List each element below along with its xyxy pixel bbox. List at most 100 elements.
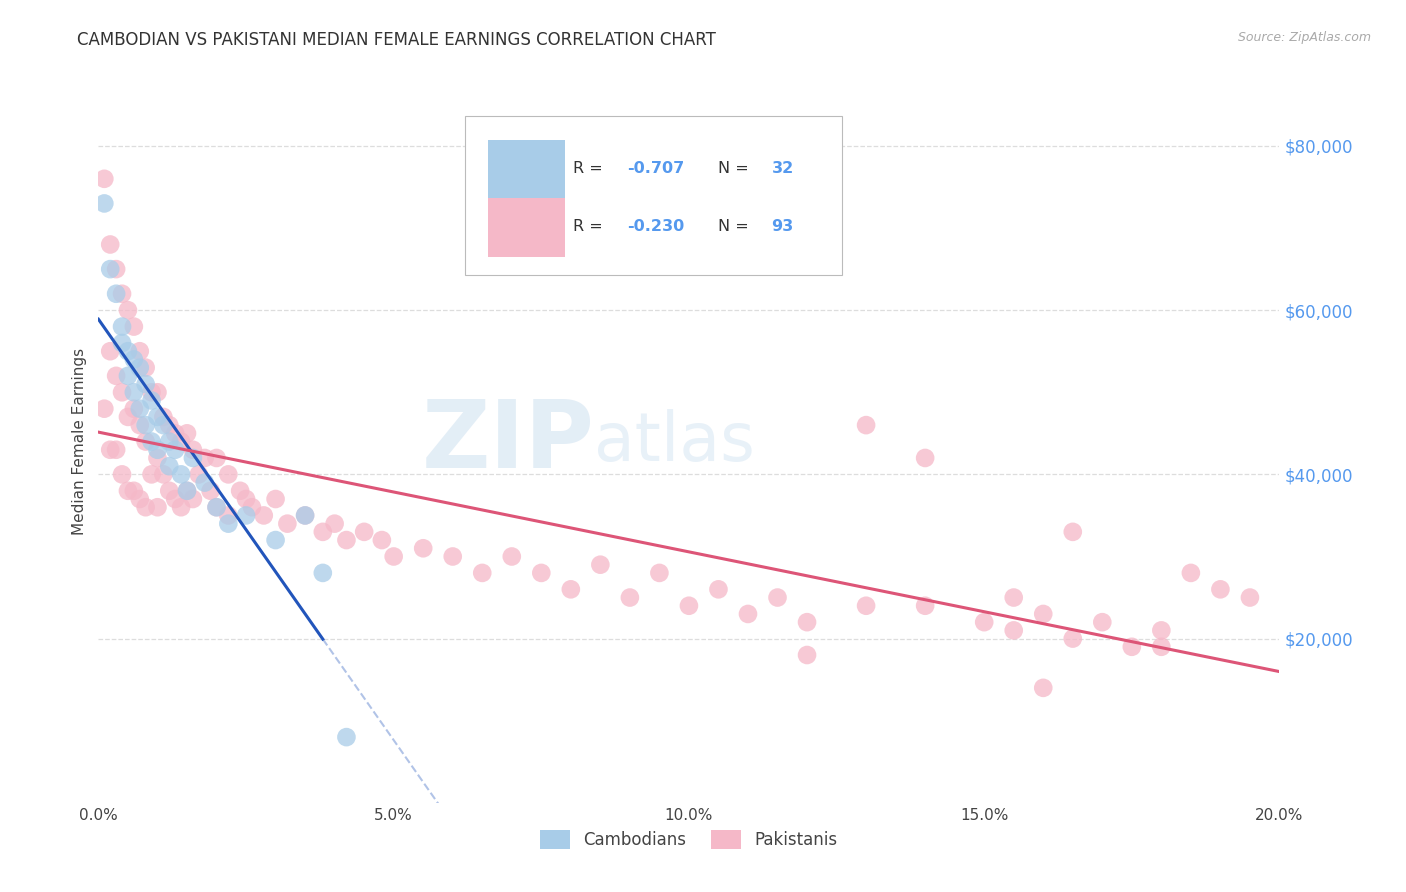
Point bbox=[152, 409, 174, 424]
Point bbox=[1150, 640, 1173, 654]
Point bbox=[176, 426, 198, 441]
Point bbox=[181, 442, 204, 457]
Point bbox=[111, 286, 134, 301]
Point bbox=[117, 344, 139, 359]
Point bbox=[98, 262, 121, 277]
Point bbox=[111, 336, 134, 351]
Point bbox=[146, 450, 169, 465]
Point bbox=[371, 533, 394, 547]
Point bbox=[1239, 591, 1261, 605]
Point bbox=[737, 607, 759, 621]
Point bbox=[105, 368, 128, 383]
Point bbox=[93, 196, 115, 211]
Point bbox=[135, 500, 157, 515]
Point bbox=[141, 393, 163, 408]
Point bbox=[1150, 624, 1173, 638]
Point bbox=[264, 533, 287, 547]
Point bbox=[1209, 582, 1232, 597]
Point bbox=[111, 319, 134, 334]
Point bbox=[335, 730, 357, 744]
Point bbox=[217, 508, 239, 523]
Point bbox=[217, 467, 239, 482]
Text: ZIP: ZIP bbox=[422, 395, 595, 488]
Point bbox=[141, 385, 163, 400]
Point bbox=[441, 549, 464, 564]
Point bbox=[312, 524, 335, 539]
Point bbox=[146, 409, 169, 424]
Point bbox=[181, 450, 204, 465]
Point bbox=[253, 508, 276, 523]
Point bbox=[98, 237, 121, 252]
Point bbox=[187, 467, 209, 482]
Text: R =: R = bbox=[574, 161, 607, 176]
Point bbox=[157, 459, 180, 474]
Point bbox=[135, 377, 157, 392]
Point bbox=[264, 491, 287, 506]
Point bbox=[170, 467, 193, 482]
Point bbox=[1121, 640, 1143, 654]
FancyBboxPatch shape bbox=[464, 117, 842, 276]
Text: N =: N = bbox=[718, 161, 755, 176]
Point bbox=[122, 401, 145, 416]
Point bbox=[530, 566, 553, 580]
Point bbox=[152, 467, 174, 482]
Point bbox=[135, 418, 157, 433]
Point bbox=[117, 483, 139, 498]
Point bbox=[335, 533, 357, 547]
Point bbox=[707, 582, 730, 597]
Point bbox=[157, 483, 180, 498]
Point bbox=[176, 483, 198, 498]
Point bbox=[1091, 615, 1114, 630]
Point bbox=[98, 442, 121, 457]
Point bbox=[501, 549, 523, 564]
Point bbox=[135, 434, 157, 449]
Point bbox=[122, 352, 145, 367]
Point bbox=[176, 483, 198, 498]
Point bbox=[294, 508, 316, 523]
Point bbox=[648, 566, 671, 580]
Point bbox=[117, 409, 139, 424]
Text: -0.707: -0.707 bbox=[627, 161, 685, 176]
Point bbox=[855, 418, 877, 433]
Point bbox=[165, 426, 187, 441]
Point bbox=[128, 418, 150, 433]
Point bbox=[146, 442, 169, 457]
Point bbox=[105, 262, 128, 277]
Point bbox=[619, 591, 641, 605]
Point bbox=[471, 566, 494, 580]
Point bbox=[294, 508, 316, 523]
Point bbox=[170, 434, 193, 449]
Point bbox=[157, 418, 180, 433]
Point bbox=[914, 450, 936, 465]
Point bbox=[105, 442, 128, 457]
Text: atlas: atlas bbox=[595, 409, 755, 475]
Point bbox=[312, 566, 335, 580]
Point bbox=[1002, 591, 1025, 605]
Point bbox=[235, 491, 257, 506]
Point bbox=[796, 615, 818, 630]
Point bbox=[105, 286, 128, 301]
Point bbox=[146, 385, 169, 400]
FancyBboxPatch shape bbox=[488, 140, 565, 200]
Point bbox=[1002, 624, 1025, 638]
Point bbox=[353, 524, 375, 539]
Text: 93: 93 bbox=[772, 219, 794, 234]
Point bbox=[560, 582, 582, 597]
Point bbox=[1062, 524, 1084, 539]
Point bbox=[973, 615, 995, 630]
Point bbox=[128, 401, 150, 416]
Point bbox=[240, 500, 263, 515]
Point bbox=[165, 442, 187, 457]
Point bbox=[200, 483, 222, 498]
Point bbox=[194, 450, 217, 465]
Point bbox=[122, 319, 145, 334]
Point bbox=[205, 500, 228, 515]
Point bbox=[1032, 607, 1054, 621]
Point bbox=[678, 599, 700, 613]
Point bbox=[93, 171, 115, 186]
Point bbox=[93, 401, 115, 416]
Point bbox=[122, 385, 145, 400]
Point bbox=[796, 648, 818, 662]
Point bbox=[229, 483, 252, 498]
Point bbox=[141, 434, 163, 449]
